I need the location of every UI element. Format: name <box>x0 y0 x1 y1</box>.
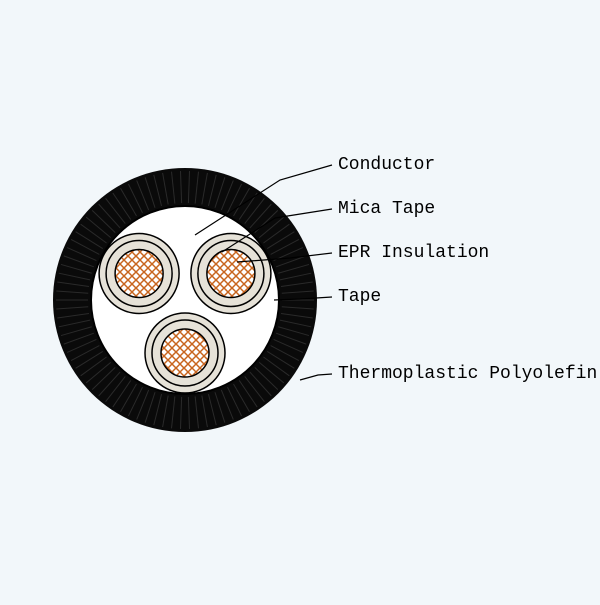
label-conductor: Conductor <box>338 155 435 175</box>
label-thermoplastic: Thermoplastic Polyolefin <box>338 364 597 384</box>
label-epr-insulation: EPR Insulation <box>338 243 489 263</box>
cable-svg <box>0 0 600 600</box>
label-tape: Tape <box>338 287 381 307</box>
cable-diagram <box>0 0 600 600</box>
label-mica-tape: Mica Tape <box>338 199 435 219</box>
